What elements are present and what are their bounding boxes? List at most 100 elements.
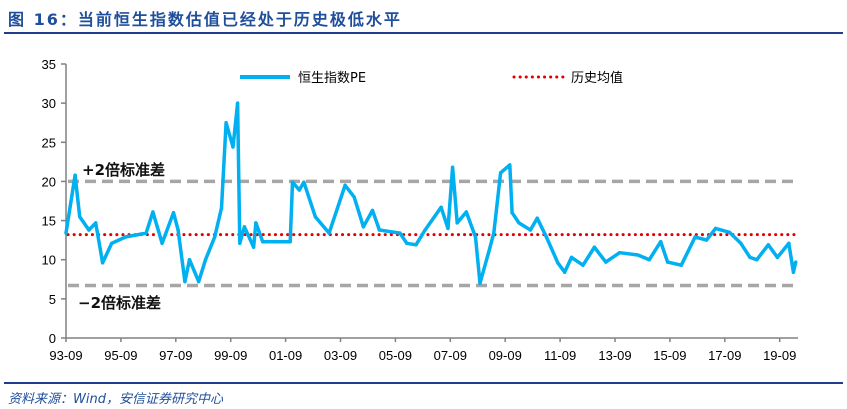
x-tick-label: 99-09	[214, 348, 247, 363]
y-tick-label: 20	[42, 174, 56, 189]
data-point	[352, 195, 356, 199]
x-tick-label: 07-09	[434, 348, 467, 363]
data-point	[766, 243, 770, 247]
data-point	[212, 235, 217, 239]
data-point	[492, 231, 496, 235]
data-point	[755, 258, 759, 262]
data-point	[665, 260, 670, 264]
data-point	[377, 228, 382, 232]
data-point	[450, 165, 455, 170]
data-point	[748, 255, 752, 260]
data-point	[302, 180, 306, 184]
data-point	[238, 241, 242, 245]
data-point	[464, 210, 469, 214]
x-tick-label: 95-09	[104, 348, 137, 363]
data-point	[636, 253, 640, 257]
data-point	[508, 163, 512, 167]
data-point	[370, 208, 375, 213]
data-point	[414, 243, 418, 247]
data-point	[398, 231, 402, 235]
data-point	[288, 240, 292, 244]
title-rule	[4, 32, 843, 34]
data-point	[171, 211, 176, 215]
data-point	[78, 214, 82, 219]
data-point	[787, 241, 791, 245]
data-point	[562, 270, 567, 274]
data-point	[297, 188, 302, 192]
data-point	[176, 228, 180, 232]
data-point	[510, 211, 514, 215]
data-point	[487, 248, 491, 253]
x-tick-label: 93-09	[49, 348, 82, 363]
x-tick-label: 17-09	[708, 348, 741, 363]
x-tick-label: 03-09	[324, 348, 357, 363]
x-tick-label: 05-09	[379, 348, 412, 363]
data-point	[151, 210, 155, 214]
data-point	[679, 263, 684, 267]
y-axis: 0 5 10 15 20 25 30 35	[42, 57, 67, 346]
y-tick-label: 30	[42, 96, 56, 111]
x-tick-label: 97-09	[159, 348, 192, 363]
lower-band-label: −2倍标准差	[78, 294, 161, 312]
data-point	[739, 241, 743, 245]
data-point	[498, 171, 503, 175]
y-tick-label: 5	[49, 292, 56, 307]
data-point	[581, 263, 585, 267]
data-point	[478, 281, 482, 285]
data-point	[160, 241, 164, 245]
data-point	[704, 238, 709, 242]
data-point	[423, 228, 427, 232]
y-tick-label: 10	[42, 253, 56, 268]
data-point	[439, 205, 443, 209]
data-point	[405, 241, 409, 245]
data-point	[343, 183, 347, 188]
data-point	[455, 221, 459, 225]
data-point	[556, 261, 560, 265]
data-point	[473, 235, 478, 239]
figure-title: 图 16：当前恒生指数估值已经处于历史极低水平	[8, 10, 402, 29]
data-point	[791, 270, 796, 274]
data-point	[592, 245, 597, 249]
data-point	[446, 226, 450, 231]
data-point	[535, 216, 539, 220]
source-rule	[4, 382, 843, 384]
data-point	[261, 240, 265, 244]
x-tick-label: 11-09	[544, 348, 576, 363]
data-point	[517, 221, 521, 225]
data-point	[604, 260, 608, 264]
series-line-hsi-pe	[64, 101, 798, 285]
data-point	[361, 225, 366, 229]
data-point	[219, 206, 224, 210]
legend: 恒生指数PE 历史均值	[240, 70, 623, 86]
y-tick-label: 15	[42, 214, 56, 229]
legend-mean-label: 历史均值	[571, 70, 623, 86]
data-point	[242, 225, 247, 229]
data-point	[647, 258, 652, 262]
data-point	[235, 101, 240, 105]
data-point	[290, 180, 295, 184]
data-point	[727, 230, 732, 235]
data-point	[196, 279, 201, 284]
data-point	[231, 145, 235, 149]
data-point	[794, 260, 798, 264]
data-point	[187, 258, 192, 262]
data-point	[73, 173, 77, 177]
x-tick-label: 15-09	[653, 348, 686, 363]
x-tick-label: 19-09	[763, 348, 796, 363]
data-point	[254, 221, 258, 225]
data-point	[144, 231, 148, 235]
data-point	[569, 255, 574, 260]
data-point	[313, 214, 318, 219]
upper-band-label: +2倍标准差	[82, 161, 165, 179]
y-tick-label: 35	[42, 57, 56, 72]
data-point	[544, 235, 549, 239]
plot-area	[64, 101, 798, 285]
data-point	[659, 240, 663, 244]
x-tick-label: 09-09	[489, 348, 522, 363]
data-point	[110, 241, 114, 245]
data-point	[203, 258, 208, 262]
y-tick-label: 0	[49, 331, 56, 346]
data-point	[224, 121, 228, 125]
data-point	[64, 231, 68, 235]
